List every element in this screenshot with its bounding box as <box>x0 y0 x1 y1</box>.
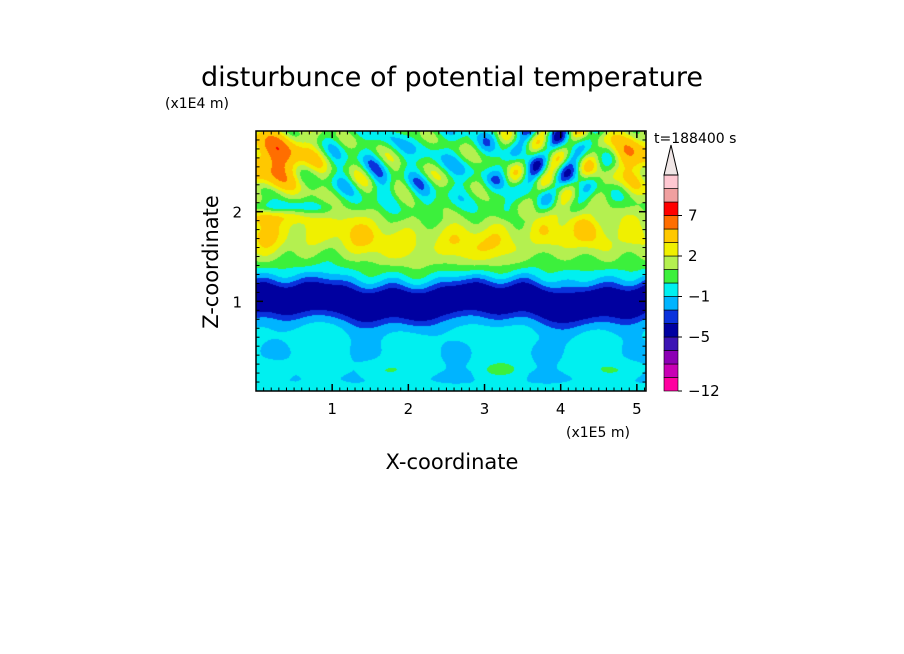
plot-frame <box>255 130 647 392</box>
colorbar-swatch <box>663 242 679 257</box>
colorbar-swatch <box>663 309 679 324</box>
colorbar-swatch <box>663 255 679 270</box>
colorbar-swatch <box>663 282 679 297</box>
temperature-field <box>256 131 646 391</box>
x-tick-label: 2 <box>404 400 414 418</box>
colorbar-swatch <box>663 188 679 203</box>
colorbar: −12−5−127 <box>663 144 720 400</box>
colorbar-swatch <box>663 377 679 392</box>
colorbar-label: −1 <box>688 288 710 306</box>
colorbar-label: 7 <box>688 207 698 225</box>
colorbar-swatch <box>663 363 679 378</box>
y-unit-label: (x1E4 m) <box>165 96 229 112</box>
x-tick-label: 3 <box>480 400 490 418</box>
y-axis: 12 <box>232 139 646 383</box>
x-axis: 1 2 3 4 5 <box>263 131 645 418</box>
colorbar-swatch <box>663 228 679 243</box>
y-axis-title: Z-coordinate <box>199 195 223 329</box>
colorbar-extend-arrow <box>663 144 679 176</box>
colorbar-swatch <box>663 174 679 189</box>
colorbar-swatch <box>663 350 679 365</box>
colorbar-swatch <box>663 296 679 311</box>
colorbar-swatch <box>663 269 679 284</box>
colorbar-label: 2 <box>688 247 698 265</box>
colorbar-swatch <box>663 201 679 216</box>
time-label: t=188400 s <box>654 131 736 147</box>
y-tick-label: 2 <box>232 204 242 222</box>
colorbar-label: −12 <box>688 382 720 400</box>
chart-title: disturbunce of potential temperature <box>201 62 703 93</box>
colorbar-swatch <box>663 215 679 230</box>
x-unit-label: (x1E5 m) <box>566 425 630 441</box>
y-tick-label: 1 <box>232 293 242 311</box>
x-axis-title: X-coordinate <box>386 450 519 474</box>
x-tick-label: 5 <box>632 400 642 418</box>
contour-plot <box>255 130 647 392</box>
x-tick-label: 1 <box>327 400 337 418</box>
colorbar-swatch <box>663 323 679 338</box>
colorbar-label: −5 <box>688 328 710 346</box>
x-tick-label: 4 <box>556 400 566 418</box>
colorbar-swatch <box>663 336 679 351</box>
